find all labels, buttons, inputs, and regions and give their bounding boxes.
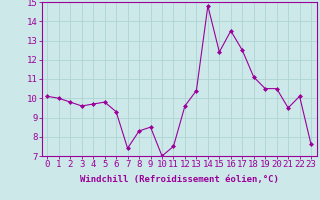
X-axis label: Windchill (Refroidissement éolien,°C): Windchill (Refroidissement éolien,°C) [80,175,279,184]
